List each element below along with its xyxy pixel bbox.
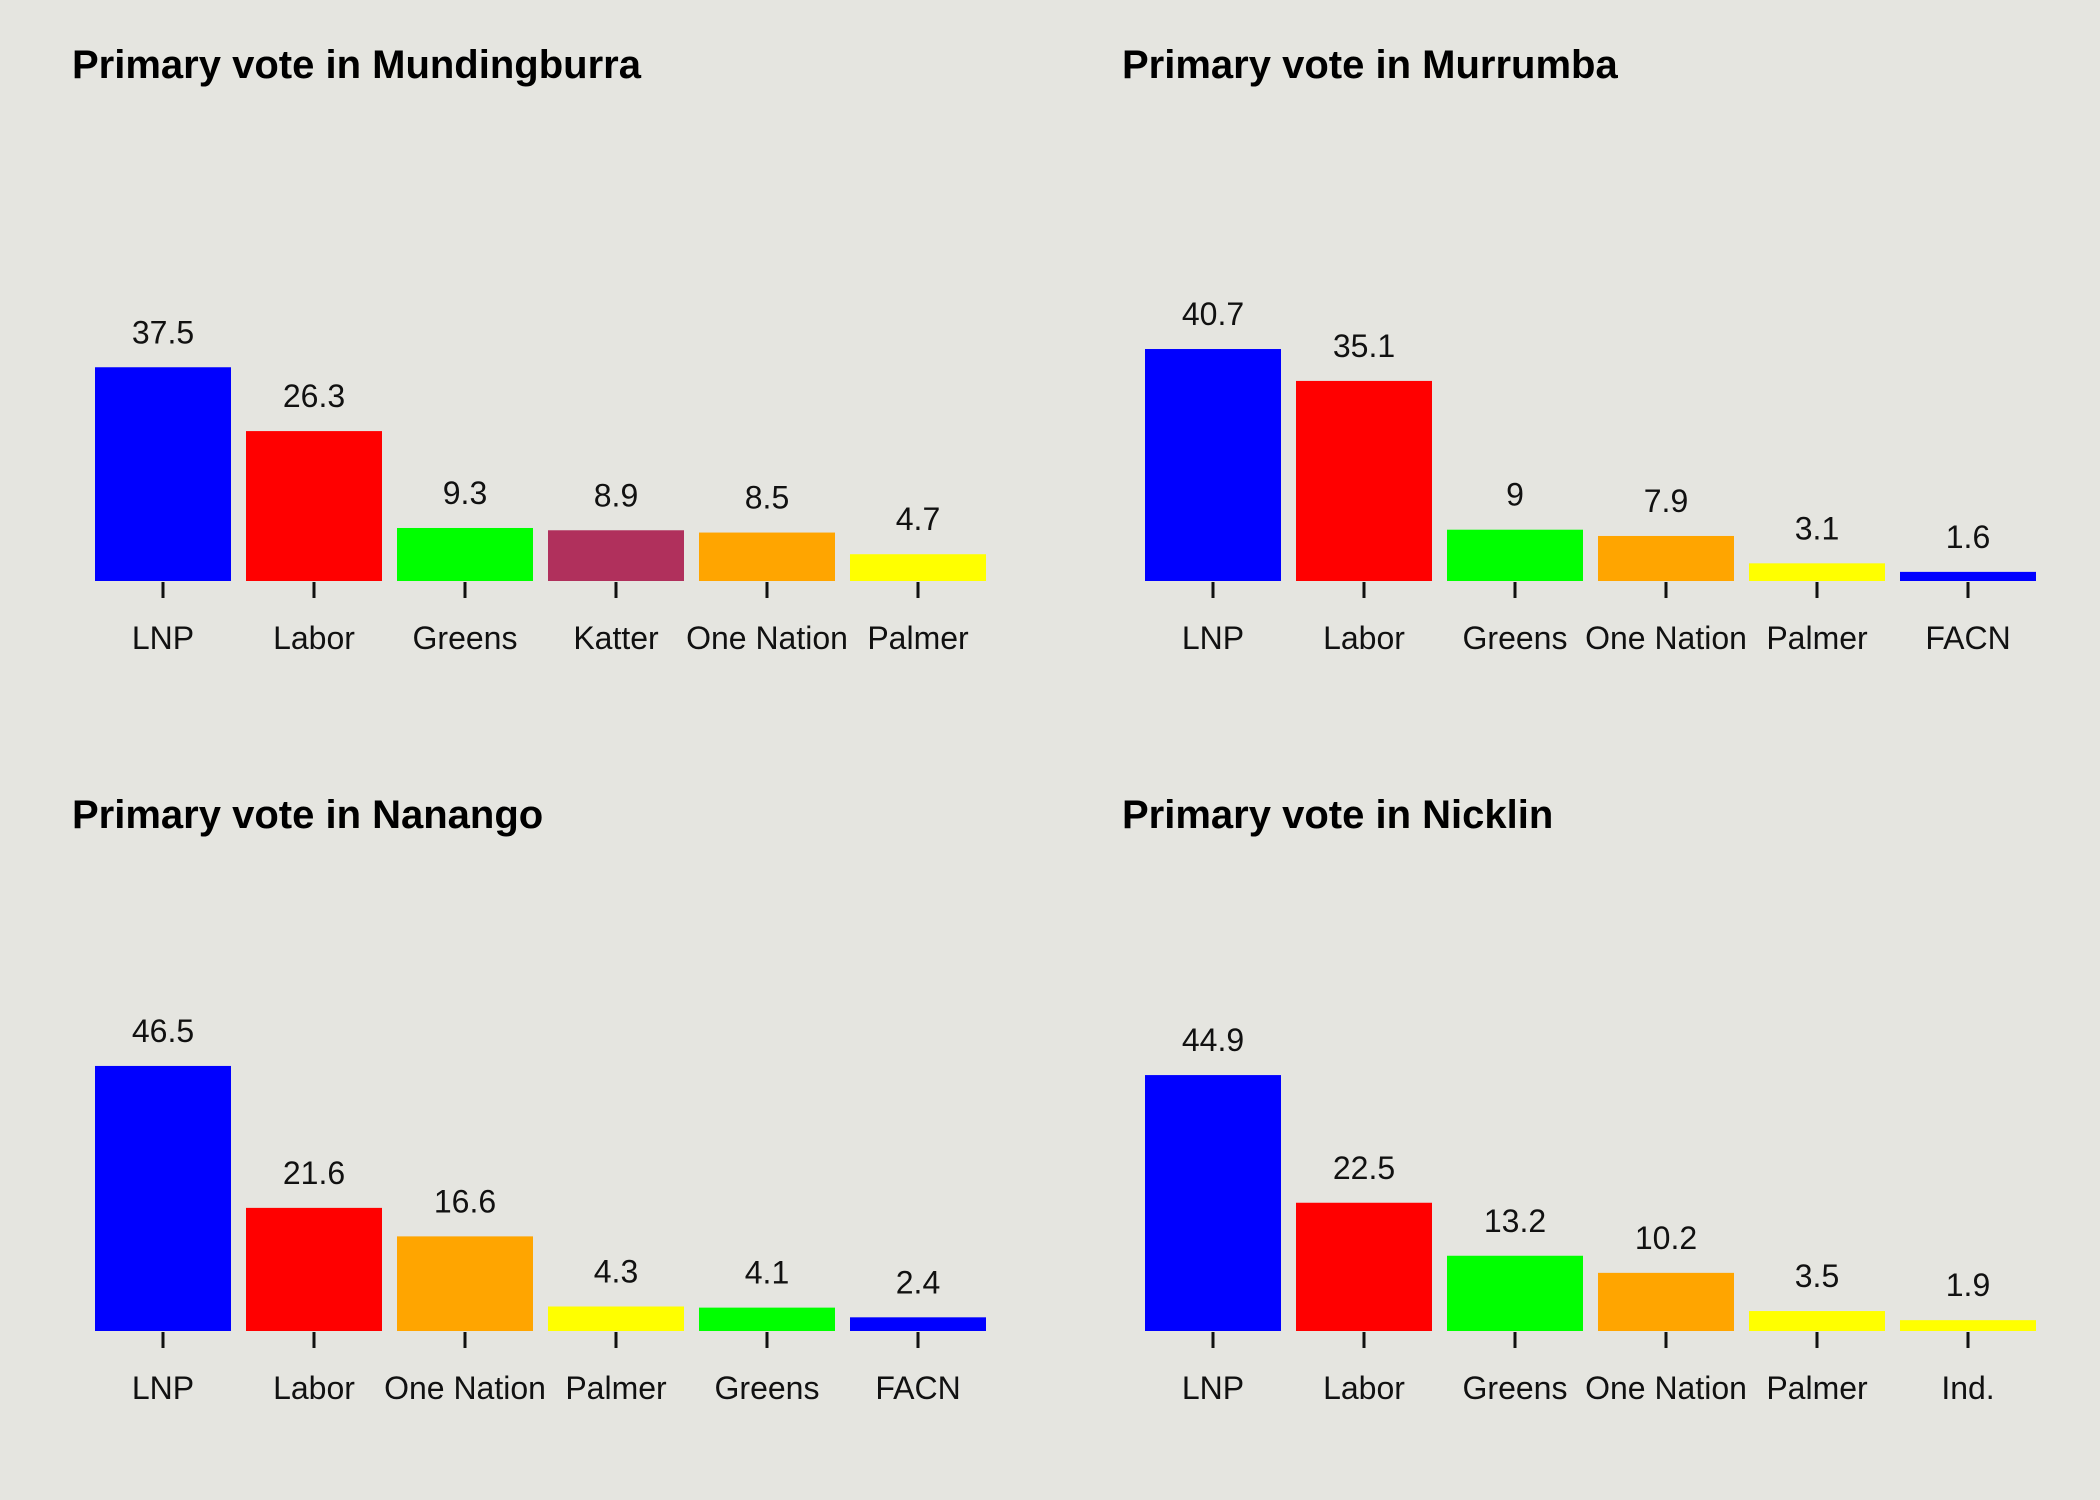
x-tick-label: LNP (132, 1370, 194, 1406)
data-label: 9 (1506, 477, 1524, 513)
bar-labor (1296, 1202, 1432, 1331)
panel-title: Primary vote in Nanango (72, 793, 543, 837)
bar-lnp (95, 1065, 231, 1331)
x-tick-label: Greens (1463, 1370, 1568, 1406)
bar-one-nation (397, 1236, 533, 1331)
x-tick-label: One Nation (686, 620, 848, 656)
bar-labor (246, 431, 382, 581)
x-tick-label: One Nation (1585, 1370, 1747, 1406)
data-label: 8.9 (594, 477, 638, 513)
data-label: 1.6 (1946, 519, 1990, 555)
bar-ind (1900, 1320, 2036, 1331)
data-label: 44.9 (1182, 1022, 1244, 1058)
data-label: 35.1 (1333, 328, 1395, 364)
panel-nicklin: Primary vote in Nicklin 44.9 LNP 22.5 Labor… (1122, 793, 2036, 1406)
bar-labor (246, 1207, 382, 1331)
bar-labor (1296, 380, 1432, 581)
data-label: 26.3 (283, 378, 345, 414)
bar-lnp (1145, 349, 1281, 581)
data-label: 16.6 (434, 1183, 496, 1219)
data-label: 4.7 (896, 501, 940, 537)
data-label: 22.5 (1333, 1150, 1395, 1186)
data-label: 21.6 (283, 1155, 345, 1191)
bar-greens (1447, 529, 1583, 581)
bar-one-nation (699, 532, 835, 581)
panel-title: Primary vote in Murrumba (1122, 43, 1618, 87)
panel-mundingburra: Primary vote in Mundingburra 37.5 LNP 26.3… (72, 43, 986, 656)
bar-palmer (1749, 563, 1885, 581)
bar-one-nation (1598, 1272, 1734, 1331)
bar-facn (1900, 571, 2036, 581)
data-label: 2.4 (896, 1264, 940, 1300)
data-label: 8.5 (745, 480, 789, 516)
data-label: 46.5 (132, 1013, 194, 1049)
x-tick-label: FACN (1925, 620, 2010, 656)
data-label: 3.1 (1795, 510, 1839, 546)
panel-nanango: Primary vote in Nanango 46.5 LNP 21.6 Labor… (72, 793, 986, 1406)
panel-murrumba: Primary vote in Murrumba 40.7 LNP 35.1 Labo… (1122, 43, 2036, 656)
x-tick-label: LNP (1182, 1370, 1244, 1406)
bar-greens (1447, 1255, 1583, 1331)
bar-palmer (548, 1306, 684, 1331)
bar-lnp (1145, 1075, 1281, 1331)
x-tick-label: One Nation (384, 1370, 546, 1406)
x-tick-label: Labor (1323, 620, 1405, 656)
bar-palmer (1749, 1311, 1885, 1331)
x-tick-label: Palmer (1766, 620, 1868, 656)
x-tick-label: Palmer (1766, 1370, 1868, 1406)
bar-palmer (850, 554, 986, 581)
data-label: 40.7 (1182, 296, 1244, 332)
x-tick-label: FACN (875, 1370, 960, 1406)
data-label: 3.5 (1795, 1258, 1839, 1294)
data-label: 13.2 (1484, 1203, 1546, 1239)
bar-greens (397, 527, 533, 581)
x-tick-label: One Nation (1585, 620, 1747, 656)
data-label: 10.2 (1635, 1220, 1697, 1256)
bar-katter (548, 530, 684, 581)
bar-greens (699, 1307, 835, 1331)
x-tick-label: LNP (132, 620, 194, 656)
x-tick-label: Palmer (565, 1370, 667, 1406)
panel-title: Primary vote in Nicklin (1122, 793, 1553, 837)
bar-lnp (95, 367, 231, 581)
x-tick-label: Labor (273, 620, 355, 656)
panel-title: Primary vote in Mundingburra (72, 43, 642, 87)
data-label: 4.3 (594, 1253, 638, 1289)
x-tick-label: Greens (715, 1370, 820, 1406)
data-label: 1.9 (1946, 1267, 1990, 1303)
x-tick-label: Greens (1463, 620, 1568, 656)
x-tick-label: Labor (1323, 1370, 1405, 1406)
x-tick-label: Palmer (867, 620, 969, 656)
bar-one-nation (1598, 535, 1734, 581)
x-tick-label: Labor (273, 1370, 355, 1406)
bar-facn (850, 1317, 986, 1331)
x-tick-label: Katter (573, 620, 659, 656)
x-tick-label: Greens (413, 620, 518, 656)
data-label: 37.5 (132, 314, 194, 350)
data-label: 4.1 (745, 1255, 789, 1291)
data-label: 7.9 (1644, 483, 1688, 519)
x-tick-label: Ind. (1941, 1370, 1994, 1406)
data-label: 9.3 (443, 475, 487, 511)
x-tick-label: LNP (1182, 620, 1244, 656)
